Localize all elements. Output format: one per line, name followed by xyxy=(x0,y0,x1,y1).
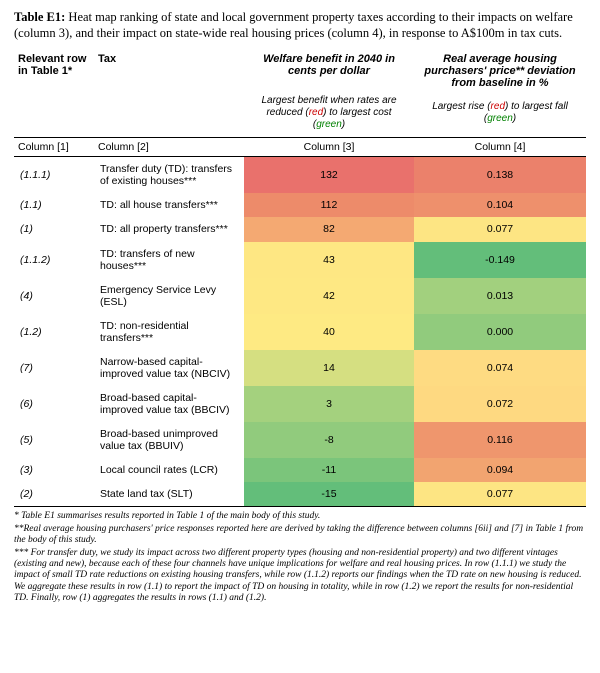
table-row: (1.1.1)Transfer duty (TD): transfers of … xyxy=(14,157,586,194)
welfare-value: 40 xyxy=(244,314,414,350)
welfare-value: -11 xyxy=(244,458,414,482)
row-ref: (1.1) xyxy=(14,193,94,217)
column-label-row: Column [1] Column [2] Column [3] Column … xyxy=(14,138,586,157)
col-label-4: Column [4] xyxy=(414,138,586,157)
header-col3: Welfare benefit in 2040 in cents per dol… xyxy=(244,51,414,93)
price-value: 0.072 xyxy=(414,386,586,422)
price-value: 0.000 xyxy=(414,314,586,350)
footnote-2: **Real average housing purchasers' price… xyxy=(14,524,586,547)
price-value: -0.149 xyxy=(414,242,586,278)
row-ref: (1.2) xyxy=(14,314,94,350)
tax-name: TD: transfers of new houses*** xyxy=(94,242,244,278)
price-value: 0.116 xyxy=(414,422,586,458)
welfare-value: 82 xyxy=(244,217,414,241)
welfare-value: 42 xyxy=(244,278,414,314)
price-value: 0.077 xyxy=(414,482,586,507)
tax-name: TD: all property transfers*** xyxy=(94,217,244,241)
tax-name: State land tax (SLT) xyxy=(94,482,244,507)
row-ref: (3) xyxy=(14,458,94,482)
header-col2: Tax xyxy=(94,51,244,93)
price-value: 0.138 xyxy=(414,157,586,194)
price-value: 0.094 xyxy=(414,458,586,482)
tax-name: TD: all house transfers*** xyxy=(94,193,244,217)
welfare-value: -8 xyxy=(244,422,414,458)
table-row: (1.1.2)TD: transfers of new houses***43-… xyxy=(14,242,586,278)
header-col1: Relevant row in Table 1* xyxy=(14,51,94,93)
table-row: (5)Broad-based unimproved value tax (BBU… xyxy=(14,422,586,458)
price-value: 0.104 xyxy=(414,193,586,217)
subhead-col4: Largest rise (red) to largest fall (gree… xyxy=(414,93,586,138)
welfare-value: 132 xyxy=(244,157,414,194)
subhead-row: Largest benefit when rates are reduced (… xyxy=(14,93,586,138)
table-caption: Table E1: Heat map ranking of state and … xyxy=(14,10,586,41)
tax-name: Transfer duty (TD): transfers of existin… xyxy=(94,157,244,194)
tax-name: TD: non-residential transfers*** xyxy=(94,314,244,350)
table-row: (1.2)TD: non-residential transfers***400… xyxy=(14,314,586,350)
row-ref: (6) xyxy=(14,386,94,422)
subhead-col3: Largest benefit when rates are reduced (… xyxy=(244,93,414,138)
table-row: (1)TD: all property transfers***820.077 xyxy=(14,217,586,241)
row-ref: (7) xyxy=(14,350,94,386)
caption-text: Heat map ranking of state and local gove… xyxy=(14,10,573,40)
welfare-value: 43 xyxy=(244,242,414,278)
row-ref: (1.1.1) xyxy=(14,157,94,194)
table-row: (2)State land tax (SLT)-150.077 xyxy=(14,482,586,507)
welfare-value: 14 xyxy=(244,350,414,386)
price-value: 0.013 xyxy=(414,278,586,314)
tax-name: Narrow-based capital-improved value tax … xyxy=(94,350,244,386)
welfare-value: 112 xyxy=(244,193,414,217)
welfare-value: -15 xyxy=(244,482,414,507)
price-value: 0.074 xyxy=(414,350,586,386)
table-row: (1.1)TD: all house transfers***1120.104 xyxy=(14,193,586,217)
price-value: 0.077 xyxy=(414,217,586,241)
tax-name: Emergency Service Levy (ESL) xyxy=(94,278,244,314)
row-ref: (1) xyxy=(14,217,94,241)
table-body: (1.1.1)Transfer duty (TD): transfers of … xyxy=(14,157,586,507)
row-ref: (1.1.2) xyxy=(14,242,94,278)
tax-name: Broad-based unimproved value tax (BBUIV) xyxy=(94,422,244,458)
col-label-2: Column [2] xyxy=(94,138,244,157)
row-ref: (4) xyxy=(14,278,94,314)
table-row: (4)Emergency Service Levy (ESL)420.013 xyxy=(14,278,586,314)
header-row: Relevant row in Table 1* Tax Welfare ben… xyxy=(14,51,586,93)
welfare-value: 3 xyxy=(244,386,414,422)
footnotes: * Table E1 summarises results reported i… xyxy=(14,511,586,604)
col-label-3: Column [3] xyxy=(244,138,414,157)
table-row: (7)Narrow-based capital-improved value t… xyxy=(14,350,586,386)
caption-label: Table E1: xyxy=(14,10,65,24)
footnote-3: *** For transfer duty, we study its impa… xyxy=(14,548,586,605)
col-label-1: Column [1] xyxy=(14,138,94,157)
tax-name: Broad-based capital-improved value tax (… xyxy=(94,386,244,422)
table-row: (3)Local council rates (LCR)-110.094 xyxy=(14,458,586,482)
heatmap-table: Relevant row in Table 1* Tax Welfare ben… xyxy=(14,51,586,507)
table-row: (6)Broad-based capital-improved value ta… xyxy=(14,386,586,422)
tax-name: Local council rates (LCR) xyxy=(94,458,244,482)
footnote-1: * Table E1 summarises results reported i… xyxy=(14,511,586,522)
row-ref: (2) xyxy=(14,482,94,507)
row-ref: (5) xyxy=(14,422,94,458)
header-col4: Real average housing purchasers' price**… xyxy=(414,51,586,93)
